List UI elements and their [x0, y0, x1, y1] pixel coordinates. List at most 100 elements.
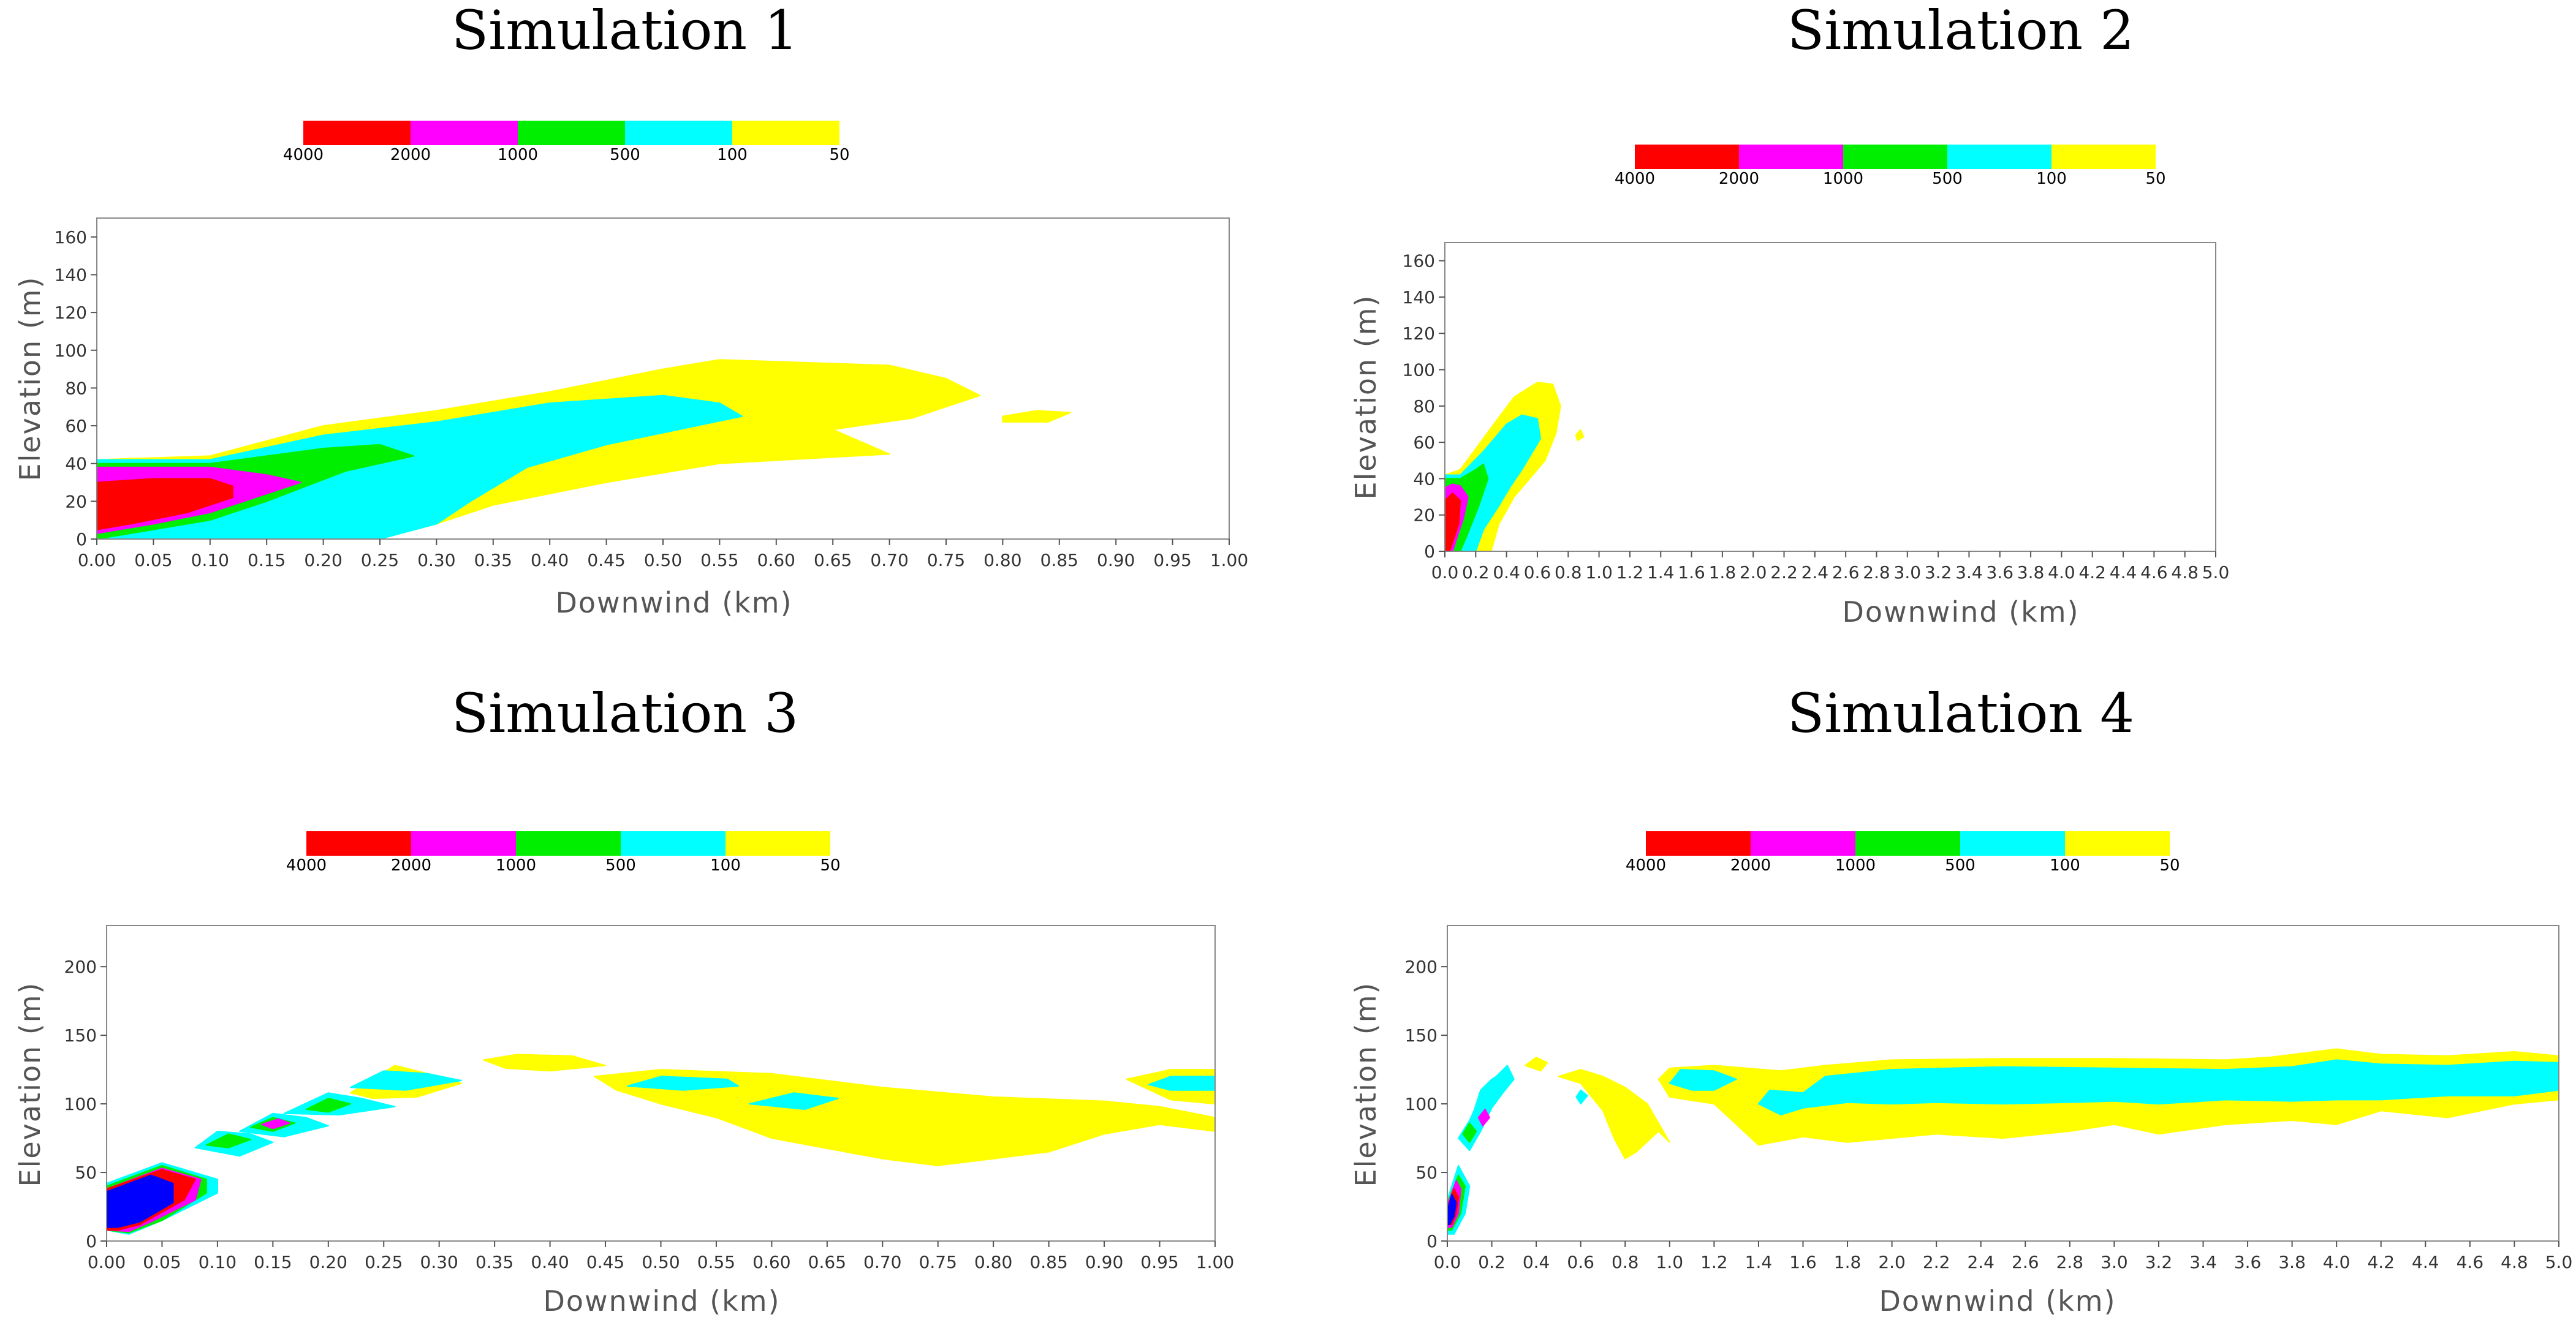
contour-fills — [97, 359, 1072, 539]
y-tick-label: 100 — [55, 341, 87, 361]
simulation-3-title: Simulation 3 — [452, 682, 798, 745]
contour-core-region-0 — [1447, 1193, 1457, 1226]
legend-label-500: 500 — [1932, 170, 1963, 188]
x-tick-label: 1.2 — [1700, 1252, 1728, 1272]
legend-swatch-1000 — [1855, 831, 1960, 856]
x-tick-label: 4.6 — [2457, 1252, 2484, 1272]
x-tick-label: 0.95 — [1153, 550, 1191, 570]
legend-swatch-1000 — [1843, 145, 1947, 169]
contour-100-region-0 — [1525, 1057, 1548, 1072]
y-tick-label: 50 — [75, 1163, 97, 1183]
legend-label-100: 100 — [710, 856, 741, 875]
legend-label-1000: 1000 — [1823, 170, 1863, 188]
simulation-4-title: Simulation 4 — [1787, 682, 2134, 745]
legend-label-1000: 1000 — [1835, 856, 1876, 875]
y-tick-label: 160 — [1403, 251, 1435, 271]
simulation-3-plot: 0.00 0.05 0.10 0.15 0.20 0.25 0.30 0.35 0.40 0.45… — [64, 925, 1234, 1272]
y-tick-label: 140 — [55, 265, 87, 285]
y-tick-label: 0 — [86, 1231, 97, 1251]
simulation-2-panel: Simulation 2 4000 2000 1000 500 100 50 0.0 0.2… — [1349, 0, 2229, 628]
legend-swatch-4000 — [1635, 145, 1739, 169]
x-tick-label: 0.25 — [365, 1252, 403, 1272]
contour-100-region-1 — [1575, 429, 1585, 442]
legend-label-4000: 4000 — [286, 856, 327, 875]
y-tick-label: 50 — [1415, 1163, 1438, 1183]
x-tick-label: 4.4 — [2110, 562, 2137, 583]
x-tick-label: 0.65 — [814, 550, 852, 570]
x-tick-label: 0.6 — [1567, 1252, 1594, 1272]
x-tick-label: 1.6 — [1789, 1252, 1817, 1272]
legend-swatch-4000 — [306, 831, 411, 856]
x-tick-label: 0.05 — [143, 1252, 181, 1272]
simulation-1-plot: 0.00 0.05 0.10 0.15 0.20 0.25 0.30 0.35 0.40 0.45… — [55, 217, 1248, 570]
x-tick-label: 1.00 — [1196, 1252, 1234, 1272]
x-tick-label: 0.4 — [1523, 1252, 1550, 1272]
x-tick-label: 0.35 — [474, 550, 512, 570]
x-tick-label: 4.8 — [2501, 1252, 2528, 1272]
x-tick-label: 1.00 — [1210, 550, 1248, 570]
contour-500-region-7 — [1148, 1076, 1215, 1091]
x-tick-label: 0.35 — [475, 1252, 513, 1272]
simulation-1-ylabel: Elevation (m) — [13, 276, 47, 481]
legend-swatch-500 — [1947, 145, 2051, 169]
legend-label-50: 50 — [2159, 856, 2180, 875]
x-tick-label: 0.75 — [927, 550, 965, 570]
x-tick-label: 2.2 — [1923, 1252, 1950, 1272]
x-tick-label: 0.50 — [644, 550, 682, 570]
x-tick-label: 4.0 — [2048, 562, 2075, 583]
x-tick-label: 3.0 — [2101, 1252, 2128, 1272]
x-tick-label: 3.6 — [2234, 1252, 2262, 1272]
contour-100-region-1 — [483, 1054, 607, 1072]
simulation-2-legend: 4000 2000 1000 500 100 50 — [1615, 145, 2166, 188]
x-tick-label: 4.6 — [2140, 562, 2168, 583]
x-tick-label: 0.25 — [361, 550, 399, 570]
x-tick-label: 0.20 — [304, 550, 342, 570]
legend-label-100: 100 — [2036, 170, 2067, 188]
legend-label-500: 500 — [1945, 856, 1976, 875]
simulation-1-panel: Simulation 1 4000 2000 1000 500 100 50 0.00 0.… — [13, 0, 1248, 619]
contour-1000-region-1 — [1462, 1122, 1477, 1143]
y-tick-label: 120 — [55, 303, 87, 323]
x-tick-label: 2.6 — [1832, 562, 1860, 583]
x-tick-label: 4.2 — [2367, 1252, 2395, 1272]
contour-4000-region-0 — [1445, 492, 1461, 551]
x-tick-label: 1.0 — [1656, 1252, 1684, 1272]
y-tick-label: 60 — [65, 416, 87, 436]
x-tick-label: 0.10 — [191, 550, 229, 570]
x-tick-label: 3.2 — [2145, 1252, 2173, 1272]
legend-swatch-500 — [625, 121, 732, 145]
legend-swatch-100 — [2051, 145, 2156, 169]
x-tick-label: 0.60 — [757, 550, 795, 570]
x-tick-label: 2.4 — [1967, 1252, 1995, 1272]
x-tick-label: 5.0 — [2545, 1252, 2573, 1272]
contour-2000-region-1 — [1477, 1109, 1490, 1126]
x-tick-label: 0.45 — [586, 1252, 624, 1272]
x-tick-label: 1.4 — [1647, 562, 1675, 583]
simulation-2-title: Simulation 2 — [1787, 0, 2134, 62]
contour-500-region-2 — [1575, 1089, 1588, 1105]
simulation-1-xlabel: Downwind (km) — [555, 586, 792, 619]
x-tick-label: 2.8 — [1863, 562, 1890, 583]
legend-swatch-100 — [725, 831, 830, 856]
simulation-2-plot: 0.0 0.2 0.4 0.6 0.8 1.0 1.2 1.4 1.6 1.8 2.0 2.2 2.4 2… — [1403, 242, 2229, 583]
simulation-3-ylabel: Elevation (m) — [13, 982, 47, 1187]
legend-label-4000: 4000 — [283, 146, 324, 164]
x-tick-label: 0.85 — [1040, 550, 1078, 570]
legend-label-50: 50 — [829, 146, 849, 164]
x-tick-label: 1.2 — [1616, 562, 1644, 583]
legend-swatch-2000 — [1751, 831, 1855, 856]
x-tick-label: 3.6 — [1986, 562, 2013, 583]
x-tick-label: 0.10 — [199, 1252, 237, 1272]
contour-500-region-4 — [350, 1070, 462, 1091]
legend-label-4000: 4000 — [1615, 170, 1655, 188]
x-tick-label: 0.80 — [974, 1252, 1012, 1272]
legend-swatch-500 — [621, 831, 725, 856]
legend-swatch-2000 — [1739, 145, 1843, 169]
contour-fills — [1447, 1048, 2559, 1235]
contour-1000-region-1 — [205, 1133, 252, 1149]
y-tick-label: 40 — [65, 454, 87, 474]
x-tick-label: 3.4 — [1955, 562, 1983, 583]
x-tick-label: 3.8 — [2017, 562, 2045, 583]
contour-fills — [1445, 382, 1585, 551]
simulation-3-panel: Simulation 3 4000 2000 1000 500 100 50 0.00 0.… — [13, 682, 1234, 1318]
